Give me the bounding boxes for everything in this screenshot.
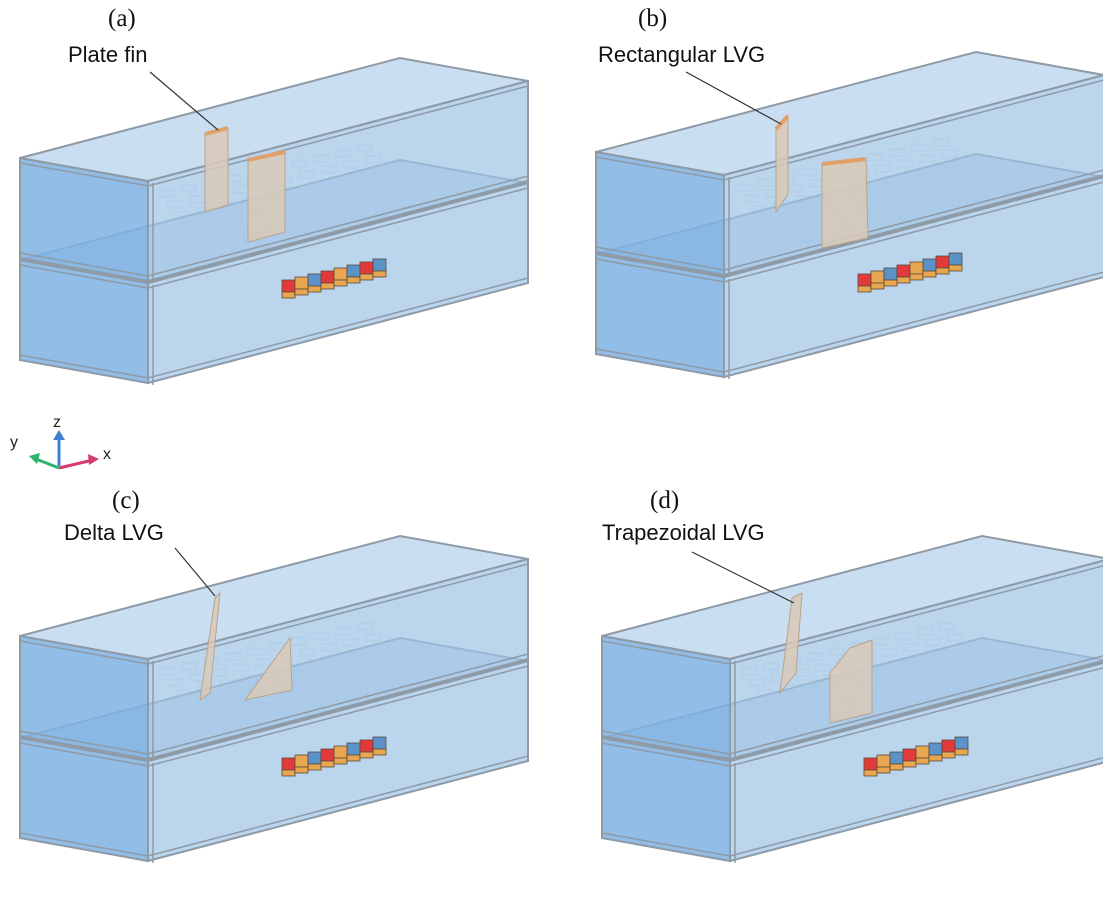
upper-channel [19,56,529,283]
panel-tag: (b) [638,5,667,32]
panel-label: Plate fin [68,42,148,67]
panel-label: Delta LVG [64,520,164,545]
fin-pair [774,114,869,249]
leader-line [691,551,795,604]
heat-source-array [863,736,969,777]
panel-d: (d) Trapezoidal LVG [601,487,1103,863]
leader-line [149,71,219,131]
panel-label: Trapezoidal LVG [602,520,765,545]
upper-channel [595,50,1103,277]
panel-c: (c) Delta LVG [19,487,529,863]
axis-triad: z y x [10,414,111,470]
upper-channel [601,534,1103,761]
fin-pair [199,591,293,702]
panel-label: Rectangular LVG [598,42,765,67]
heat-source-array [281,258,387,299]
upper-channel [19,534,529,761]
fin-pair [779,592,873,724]
panel-b: (b) Rectangular LVG [595,5,1103,379]
axis-z-label: z [53,414,61,431]
panel-tag: (a) [108,5,136,32]
leader-line [174,547,216,597]
panel-tag: (c) [112,487,140,514]
heat-source-array [281,736,387,777]
axis-x-label: x [103,446,111,463]
fin-pair [204,126,286,243]
axis-y-label: y [10,434,18,451]
heat-source-array [857,252,963,293]
panel-tag: (d) [650,487,679,514]
leader-line [685,71,782,125]
panel-a: (a) Plate fin [19,5,529,385]
